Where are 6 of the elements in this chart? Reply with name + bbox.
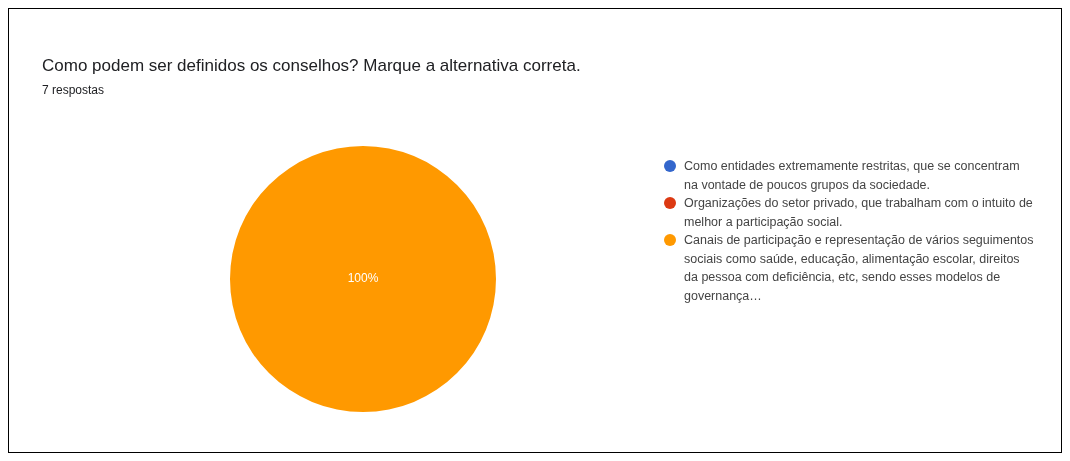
legend-label: Organizações do setor privado, que trabalham com o intuito de melhor a participação social. xyxy=(684,195,1034,231)
text: 7 respostas xyxy=(42,83,105,97)
data-label: 100% xyxy=(347,271,379,286)
chart-title: Como podem ser definidos os conselhos? Marque a alternativa correta. xyxy=(42,56,581,76)
legend-label: Canais de participação e representação de vários seguimentos sociais como saúde, educação, alimentação escolar, direitos da pessoa com deficiência, etc, sendo esses modelos de governança… xyxy=(684,232,1034,305)
legend-label: Como entidades extremamente restritas, que se concentram na vontade de poucos grupos da sociedade. xyxy=(684,158,1021,194)
